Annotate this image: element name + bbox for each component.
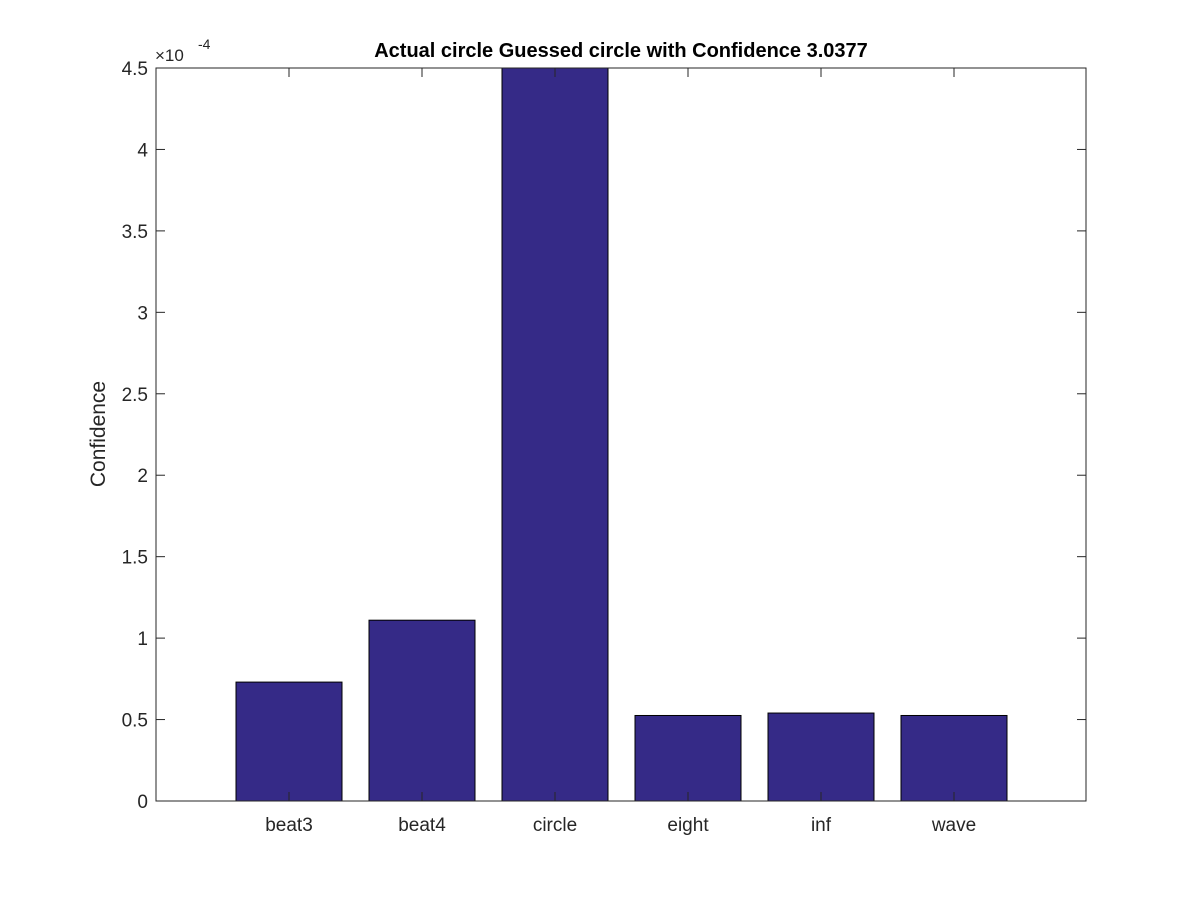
y-tick-label: 1.5 (122, 548, 148, 569)
x-tick-label: circle (533, 815, 577, 836)
y-tick-label: 2 (137, 466, 148, 487)
bar-wave (900, 714, 1008, 802)
y-exponent-label: ×10 -4 (155, 36, 211, 65)
y-exponent-base: ×10 (155, 46, 184, 65)
y-tick-label: 2.5 (122, 385, 148, 406)
bars-group (235, 67, 1008, 802)
axes-box (155, 67, 1087, 802)
y-tick-label: 4 (137, 140, 148, 161)
y-tick-label: 1 (137, 629, 148, 650)
bar-inf (767, 712, 875, 802)
ticks-group: 0 0.5 1 1.5 2 2.5 3 3.5 4 4.5 beat3 beat4 circle eigh… (122, 59, 1086, 836)
y-tick-label: 3.5 (122, 222, 148, 243)
y-tick-label: 4.5 (122, 59, 148, 80)
y-tick-label: 0 (137, 792, 148, 813)
bar-beat4 (368, 619, 476, 802)
bar-circle (501, 67, 609, 802)
x-tick-label: inf (811, 815, 832, 836)
bar-eight (634, 714, 742, 802)
axes-group (155, 67, 1087, 802)
y-exponent-power: -4 (198, 36, 211, 52)
x-tick-label: wave (931, 815, 976, 836)
bar-beat3 (235, 681, 343, 802)
y-tick-label: 3 (137, 303, 148, 324)
x-tick-label: eight (667, 815, 709, 836)
x-tick-label: beat4 (398, 815, 446, 836)
x-tick-label: beat3 (265, 815, 313, 836)
y-tick-label: 0.5 (122, 711, 148, 732)
y-axis-label: Confidence (87, 381, 110, 487)
chart-title: Actual circle Guessed circle with Confid… (374, 40, 868, 62)
